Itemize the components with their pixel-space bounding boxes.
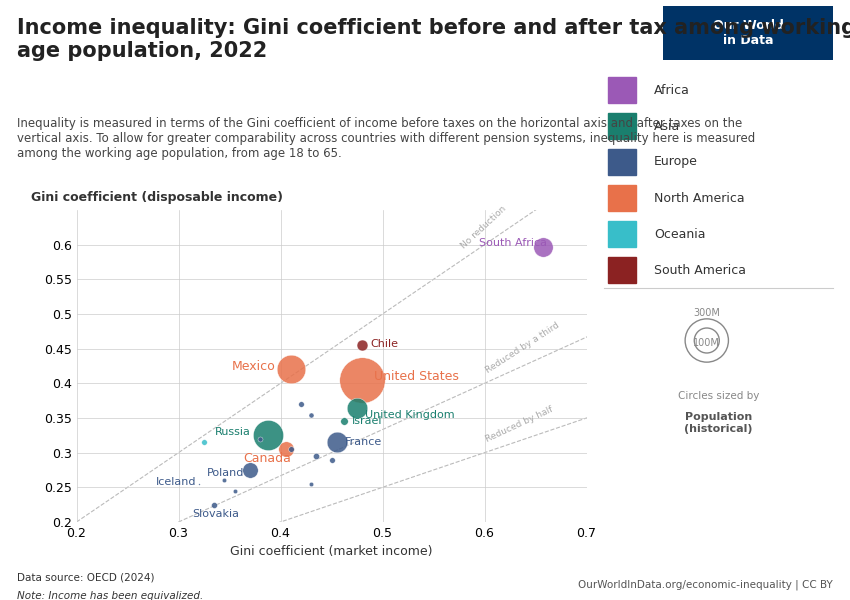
Bar xyxy=(608,113,636,139)
Text: Inequality is measured in terms of the Gini coefficient of income before taxes o: Inequality is measured in terms of the G… xyxy=(17,117,756,160)
Point xyxy=(294,400,308,409)
X-axis label: Gini coefficient (market income): Gini coefficient (market income) xyxy=(230,545,433,559)
Text: Reduced by half: Reduced by half xyxy=(484,405,555,444)
Bar xyxy=(608,149,636,175)
Text: Note: Income has been equivalized.: Note: Income has been equivalized. xyxy=(17,591,203,600)
Text: South Africa: South Africa xyxy=(479,238,547,248)
Text: United States: United States xyxy=(374,370,459,383)
Text: France: France xyxy=(345,437,382,447)
Point xyxy=(284,365,298,374)
Point xyxy=(207,500,221,509)
Text: Asia: Asia xyxy=(654,119,680,133)
Point xyxy=(304,410,318,419)
Point xyxy=(284,445,298,454)
Point xyxy=(700,335,713,345)
Text: North America: North America xyxy=(654,191,745,205)
Text: 300M: 300M xyxy=(694,308,720,319)
Text: Africa: Africa xyxy=(654,83,690,97)
Point xyxy=(536,242,549,251)
Text: Gini coefficient (disposable income): Gini coefficient (disposable income) xyxy=(31,191,282,204)
Text: United Kingdom: United Kingdom xyxy=(366,410,455,419)
Point xyxy=(253,434,267,443)
Bar xyxy=(608,185,636,211)
Point xyxy=(279,445,292,454)
Point xyxy=(218,476,231,485)
Bar xyxy=(608,257,636,283)
Text: Data source: OECD (2024): Data source: OECD (2024) xyxy=(17,573,155,583)
Text: OurWorldInData.org/economic-inequality | CC BY: OurWorldInData.org/economic-inequality |… xyxy=(578,580,833,590)
Text: Reduced by a third: Reduced by a third xyxy=(484,320,562,375)
Text: No reduction: No reduction xyxy=(459,204,507,250)
Bar xyxy=(608,77,636,103)
Point xyxy=(355,340,369,350)
Text: Our World
in Data: Our World in Data xyxy=(712,19,784,47)
Point xyxy=(197,437,211,447)
Point xyxy=(304,479,318,488)
Text: Poland: Poland xyxy=(207,469,245,478)
Text: 100M: 100M xyxy=(694,338,720,349)
Point xyxy=(325,455,338,464)
Text: Population
(historical): Population (historical) xyxy=(684,412,752,434)
Text: Income inequality: Gini coefficient before and after tax among working
age popul: Income inequality: Gini coefficient befo… xyxy=(17,18,850,61)
Point xyxy=(337,416,350,426)
Text: Slovakia: Slovakia xyxy=(192,509,239,518)
Text: Russia: Russia xyxy=(215,427,251,437)
Point xyxy=(700,335,713,345)
Point xyxy=(228,486,241,496)
Bar xyxy=(608,221,636,247)
Text: Canada: Canada xyxy=(243,452,291,465)
Text: Chile: Chile xyxy=(371,339,399,349)
Text: South America: South America xyxy=(654,263,746,277)
Text: Mexico: Mexico xyxy=(231,359,275,373)
Point xyxy=(262,431,275,440)
Text: Circles sized by: Circles sized by xyxy=(677,391,759,401)
Text: Iceland: Iceland xyxy=(156,477,196,487)
Text: Oceania: Oceania xyxy=(654,227,705,241)
Point xyxy=(355,375,369,385)
Point xyxy=(330,437,343,447)
Point xyxy=(350,403,364,412)
Point xyxy=(243,465,257,475)
Text: Israel: Israel xyxy=(352,416,382,427)
Point xyxy=(192,479,206,488)
Point xyxy=(309,451,323,461)
Text: Europe: Europe xyxy=(654,155,698,169)
